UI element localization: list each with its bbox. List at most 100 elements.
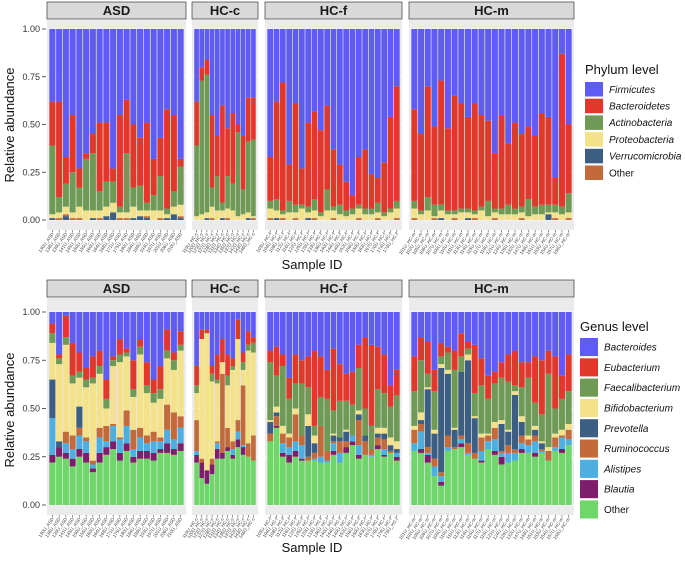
bar-segment-proteobacteria	[62, 206, 69, 215]
bar-segment-blautia	[199, 462, 205, 478]
bar-segment-ruminococcus	[235, 420, 241, 432]
legend-label: Firmicutes	[609, 85, 655, 96]
legend-swatch	[580, 338, 598, 357]
bar-segment-verrucomicrobia	[130, 218, 137, 220]
bar-segment-bifidobacterium	[143, 393, 150, 436]
bar-segment-bifidobacterium	[267, 420, 274, 423]
bar-segment-bacteroides	[451, 312, 458, 351]
bar-segment-firmicutes	[220, 29, 225, 106]
bar-segment-eubacterium	[545, 350, 552, 374]
bar-segment-prevotella	[343, 431, 350, 442]
bar-segment-eubacterium	[279, 354, 286, 367]
bar-segment-bacteroidetes	[130, 124, 137, 188]
bar-segment-faecalibacterium	[298, 383, 305, 436]
bar-segment-other	[220, 458, 225, 505]
bar-segment-alistipes	[103, 441, 110, 448]
bar-segment-alistipes	[89, 464, 96, 469]
bar-segment-actinobacteria	[279, 210, 286, 215]
bar-segment-other	[56, 456, 63, 505]
bar-segment-other	[164, 452, 171, 505]
bar-segment-ruminococcus	[199, 458, 205, 463]
bar-segment-faecalibacterium	[444, 352, 451, 370]
bar-segment-bifidobacterium	[279, 425, 286, 434]
bar-segment-bacteroides	[292, 312, 299, 355]
bar-segment-eubacterium	[444, 346, 451, 353]
bar-segment-firmicutes	[96, 29, 103, 123]
bar-segment-bacteroides	[240, 312, 246, 353]
bar-segment-bifidobacterium	[286, 433, 293, 438]
bar-segment-other	[525, 452, 532, 505]
bar-segment-faecalibacterium	[214, 379, 220, 384]
bar-segment-ruminococcus	[491, 427, 498, 440]
bar-segment-bacteroides	[485, 312, 492, 376]
bar-segment-other	[349, 445, 356, 505]
bar-segment-alistipes	[355, 445, 362, 455]
bar-segment-blautia	[273, 425, 280, 428]
bar-segment-eubacterium	[76, 352, 83, 372]
legend-swatch	[585, 98, 603, 114]
bar-segment-ruminococcus	[130, 429, 137, 450]
bar-segment-actinobacteria	[491, 208, 498, 213]
bar-segment-eubacterium	[286, 377, 293, 399]
bar-segment-other	[96, 218, 103, 220]
bar-segment-bacteroides	[565, 312, 572, 355]
bar-segment-actinobacteria	[214, 176, 220, 211]
bar-segment-proteobacteria	[110, 202, 117, 213]
bar-segment-other	[83, 462, 90, 505]
bar-segment-faecalibacterium	[130, 389, 137, 397]
bar-segment-actinobacteria	[56, 197, 63, 213]
bar-segment-blautia	[418, 449, 425, 453]
bar-segment-alistipes	[465, 452, 472, 455]
bar-segment-bifidobacterium	[498, 420, 505, 424]
bar-segment-faecalibacterium	[170, 360, 177, 370]
bar-segment-bacteroides	[552, 312, 559, 357]
bar-segment-blautia	[123, 443, 130, 451]
bar-segment-proteobacteria	[324, 210, 331, 220]
bar-segment-eubacterium	[438, 342, 445, 357]
bar-segment-faecalibacterium	[305, 387, 312, 415]
bar-segment-actinobacteria	[143, 202, 150, 211]
bar-segment-other	[123, 450, 130, 505]
bar-segment-blautia	[393, 456, 400, 461]
bar-segment-firmicutes	[292, 29, 299, 104]
bar-segment-bacteroides	[49, 312, 56, 324]
bar-segment-firmicutes	[245, 29, 251, 98]
bar-segment-bacteroidetes	[438, 80, 445, 205]
bar-segment-faecalibacterium	[424, 373, 431, 388]
bar-segment-faecalibacterium	[110, 360, 117, 367]
bar-segment-ruminococcus	[381, 439, 388, 450]
bar-segment-bifidobacterium	[110, 366, 117, 424]
bar-segment-other	[387, 452, 394, 505]
bar-segment-bacteroidetes	[311, 111, 318, 199]
bar-segment-actinobacteria	[49, 145, 56, 215]
bar-segment-actinobacteria	[558, 206, 565, 215]
bar-segment-prevotella	[49, 379, 56, 419]
bar-segment-other	[56, 218, 63, 220]
bar-segment-faecalibacterium	[431, 391, 438, 430]
bar-segment-eubacterium	[194, 366, 199, 386]
bar-segment-bacteroides	[525, 312, 532, 363]
bar-segment-eubacterium	[478, 358, 485, 386]
bar-segment-faecalibacterium	[76, 371, 83, 378]
bar-segment-faecalibacterium	[194, 385, 199, 394]
bar-segment-other	[62, 214, 69, 217]
bar-segment-faecalibacterium	[355, 367, 362, 411]
bar-segment-other	[96, 462, 103, 505]
bar-segment-eubacterium	[374, 346, 381, 390]
facet-strip	[408, 1, 575, 20]
bar-segment-actinobacteria	[273, 198, 280, 211]
bar-segment-bifidobacterium	[451, 427, 458, 430]
bar-segment-actinobacteria	[245, 141, 251, 213]
legend-label: Blautia	[604, 485, 635, 496]
bar-segment-faecalibacterium	[478, 385, 485, 434]
bar-segment-alistipes	[525, 445, 532, 453]
bar-segment-other	[267, 218, 274, 220]
bar-segment-faecalibacterium	[343, 400, 350, 430]
bar-segment-bacteroides	[538, 312, 545, 361]
bar-segment-alistipes	[424, 452, 431, 455]
bar-segment-bacteroides	[273, 312, 280, 347]
bar-segment-bacteroides	[279, 312, 286, 355]
bar-segment-bacteroidetes	[164, 109, 171, 209]
bar-segment-bifidobacterium	[89, 383, 96, 461]
legend-label: Alistipes	[603, 464, 641, 475]
